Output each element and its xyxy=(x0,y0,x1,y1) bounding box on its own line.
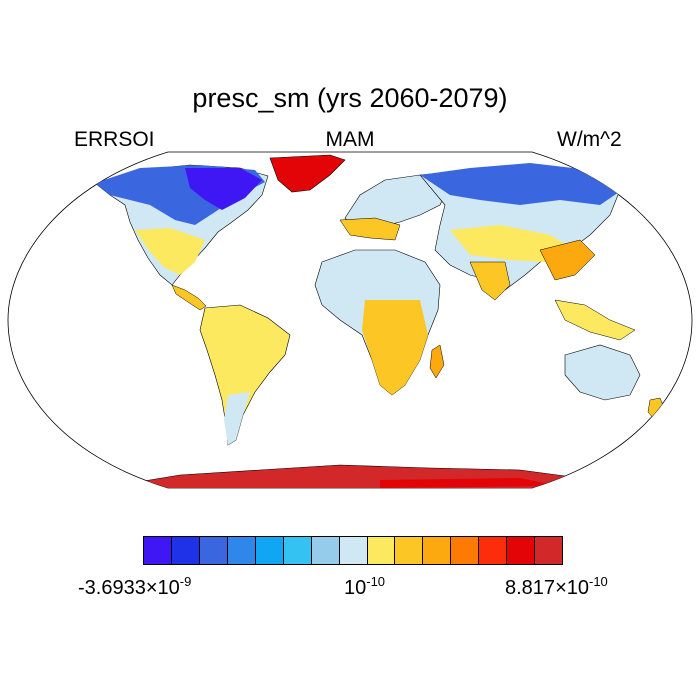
south-america-south xyxy=(224,392,250,445)
colorbar-mid-label: 10-10 xyxy=(344,574,386,599)
canada-arctic xyxy=(185,168,262,210)
greenland xyxy=(269,154,346,193)
colorbar-swatch xyxy=(479,537,508,564)
colorbar-swatch xyxy=(227,537,256,564)
colorbar-swatch xyxy=(311,537,340,564)
east-asia xyxy=(539,239,596,281)
africa-south xyxy=(362,300,428,395)
colorbar-swatch xyxy=(144,537,172,564)
colorbar-swatch xyxy=(171,537,200,564)
colorbar-swatch xyxy=(255,537,284,564)
south-asia xyxy=(469,261,511,301)
antarctica-east xyxy=(380,478,560,488)
colorbar-swatch xyxy=(367,537,396,564)
colorbar-swatch xyxy=(283,537,312,564)
colorbar-swatch xyxy=(339,537,368,564)
colorbar-swatch xyxy=(423,537,452,564)
colorbar-min-label: -3.6933×10-9 xyxy=(78,574,192,599)
colorbar-swatch xyxy=(535,537,563,564)
usa-south xyxy=(135,228,205,275)
units-label: W/m^2 xyxy=(557,128,622,151)
australia xyxy=(564,344,641,401)
siberia xyxy=(420,163,622,205)
season-label: MAM xyxy=(325,128,375,151)
colorbar-max-label: 8.817×10-10 xyxy=(505,574,608,599)
colorbar-swatch xyxy=(507,537,536,564)
colorbar-swatch xyxy=(199,537,228,564)
southeast-asia xyxy=(554,299,636,341)
central-america xyxy=(171,284,207,311)
variable-label: ERRSOI xyxy=(74,128,155,151)
europe-south xyxy=(339,217,401,241)
colorbar-swatch xyxy=(395,537,424,564)
plot-title: presc_sm (yrs 2060-2079) xyxy=(192,83,508,113)
colorbar-swatch xyxy=(451,537,480,564)
colorbar xyxy=(143,536,563,565)
madagascar xyxy=(429,344,445,379)
